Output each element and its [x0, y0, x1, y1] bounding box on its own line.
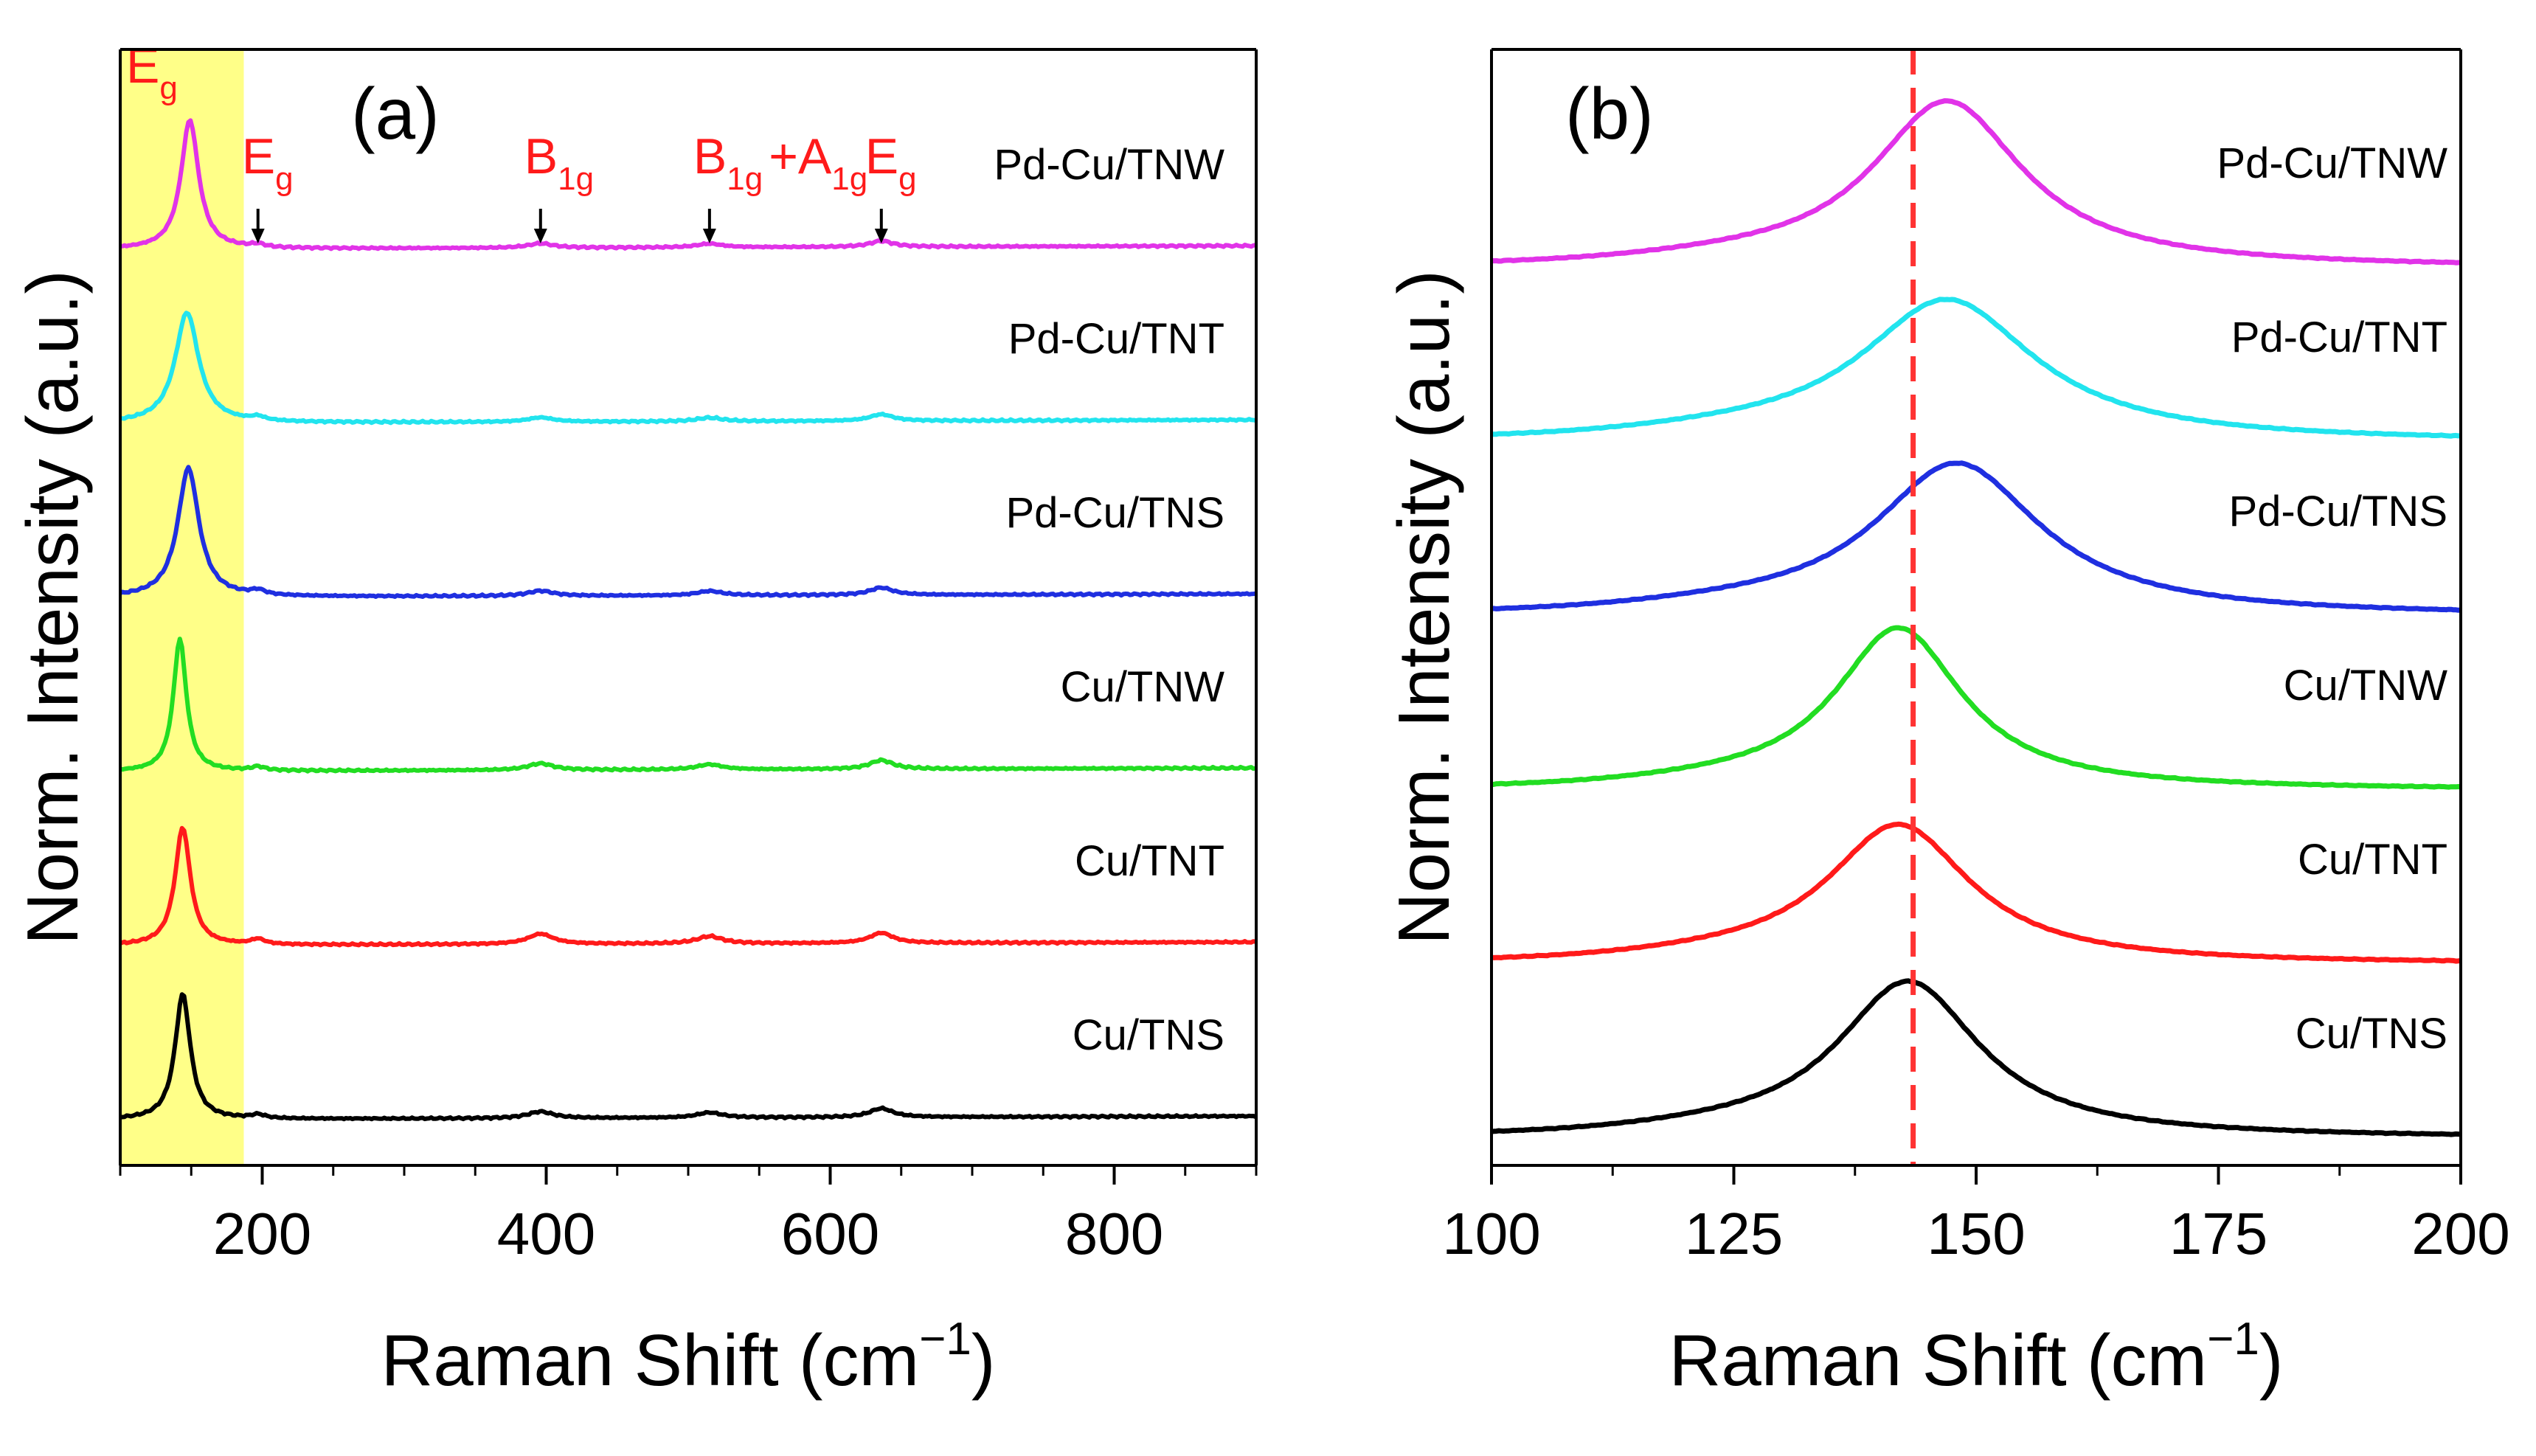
mode-label: Eg: [126, 38, 178, 106]
mode-label-main: B: [524, 128, 558, 184]
trace-b-pd-cu-tns: [1491, 460, 2461, 613]
mode-label-extra-main: +A: [769, 128, 832, 184]
trace-b-pd-cu-tnw: [1491, 98, 2461, 266]
series-label-b-pd-cu-tnt: Pd-Cu/TNT: [2231, 313, 2447, 361]
panel-a-tick-label: 400: [497, 1201, 595, 1266]
panel-a-x-axis-title-end: ): [971, 1320, 996, 1401]
panel-a-panel-label: (a): [351, 73, 440, 154]
series-label-b-cu-tnw: Cu/TNW: [2284, 662, 2448, 710]
series-label-b-pd-cu-tnw: Pd-Cu/TNW: [2217, 139, 2447, 187]
mode-label: Eg: [865, 128, 917, 197]
trace-b-cu-tns: [1491, 978, 2461, 1137]
mode-label-sub: g: [898, 161, 916, 197]
panel-b-x-axis-title-sup: −1: [2207, 1314, 2259, 1365]
series-label-b-pd-cu-tns: Pd-Cu/TNS: [2228, 488, 2447, 535]
mode-arrow-head: [251, 229, 265, 243]
mode-arrow-head: [702, 229, 716, 243]
mode-label-main: E: [242, 128, 275, 184]
trace-a-pd-cu-tns: [119, 465, 1256, 599]
trace-b-cu-tnw: [1491, 625, 2461, 790]
panel-b-x-axis-title: Raman Shift (cm−1): [1669, 1314, 2283, 1401]
series-label-a-pd-cu-tnt: Pd-Cu/TNT: [1008, 315, 1224, 363]
panel-a-x-axis-title-text: Raman Shift (cm: [381, 1320, 919, 1401]
panel-b-tick-label: 200: [2411, 1201, 2509, 1266]
mode-label-sub: 1g: [727, 161, 763, 197]
panel-a: Cu/TNS Cu/TNT Cu/TNW Pd-Cu/TNS Pd-Cu/TNT Pd-C…: [12, 38, 1258, 1401]
trace-a-cu-tnt: [119, 825, 1256, 948]
panel-a-tick-label: 200: [213, 1201, 311, 1266]
panel-a-x-axis-title-sup: −1: [919, 1314, 971, 1365]
panel-a-x-axis-title: Raman Shift (cm−1): [381, 1314, 995, 1401]
mode-label: B1g: [524, 128, 594, 197]
panel-b-x-axis-title-end: ): [2259, 1320, 2284, 1401]
mode-label-main: E: [126, 38, 159, 94]
trace-b-cu-tnt: [1491, 821, 2461, 964]
panel-a-tick-label: 600: [781, 1201, 879, 1266]
trace-b-pd-cu-tnt: [1491, 297, 2461, 439]
panel-a-y-axis-title: Norm. Intensity (a.u.): [12, 270, 93, 945]
mode-label-extra-sub: 1g: [831, 161, 867, 197]
series-label-a-pd-cu-tnw: Pd-Cu/TNW: [994, 141, 1224, 189]
panel-b-y-axis-title: Norm. Intensity (a.u.): [1383, 270, 1464, 945]
mode-arrow-head: [874, 229, 888, 243]
mode-label-main: E: [865, 128, 898, 184]
trace-a-pd-cu-tnt: [119, 311, 1256, 426]
panel-b-tick-label: 125: [1685, 1201, 1783, 1266]
trace-a-cu-tns: [119, 992, 1257, 1122]
mode-label-sub: 1g: [558, 161, 594, 197]
panel-b: Cu/TNS Cu/TNT Cu/TNW Pd-Cu/TNS Pd-Cu/TNT Pd-C…: [1383, 48, 2510, 1401]
panel-b-tick-label: 175: [2169, 1201, 2267, 1266]
series-label-a-cu-tnw: Cu/TNW: [1061, 663, 1225, 711]
panel-b-tick-label: 150: [1927, 1201, 2025, 1266]
panel-b-x-axis-title-text: Raman Shift (cm: [1669, 1320, 2207, 1401]
series-label-b-cu-tnt: Cu/TNT: [2298, 836, 2447, 884]
mode-label-sub: g: [275, 161, 293, 197]
series-label-b-cu-tns: Cu/TNS: [2296, 1010, 2447, 1058]
trace-a-pd-cu-tnw: [119, 118, 1256, 252]
series-label-a-cu-tns: Cu/TNS: [1073, 1011, 1224, 1059]
panel-b-panel-label: (b): [1565, 73, 1654, 154]
mode-label: Eg: [242, 128, 294, 197]
mode-label-sub: g: [159, 70, 177, 106]
panel-a-tick-label: 800: [1065, 1201, 1163, 1266]
mode-label: B1g +A1g: [693, 128, 867, 197]
series-label-a-pd-cu-tns: Pd-Cu/TNS: [1005, 489, 1224, 537]
trace-a-cu-tnw: [119, 637, 1256, 774]
mode-label-main: B: [693, 128, 727, 184]
series-label-a-cu-tnt: Cu/TNT: [1075, 837, 1224, 885]
panel-b-tick-label: 100: [1442, 1201, 1540, 1266]
mode-arrow-head: [533, 229, 547, 243]
